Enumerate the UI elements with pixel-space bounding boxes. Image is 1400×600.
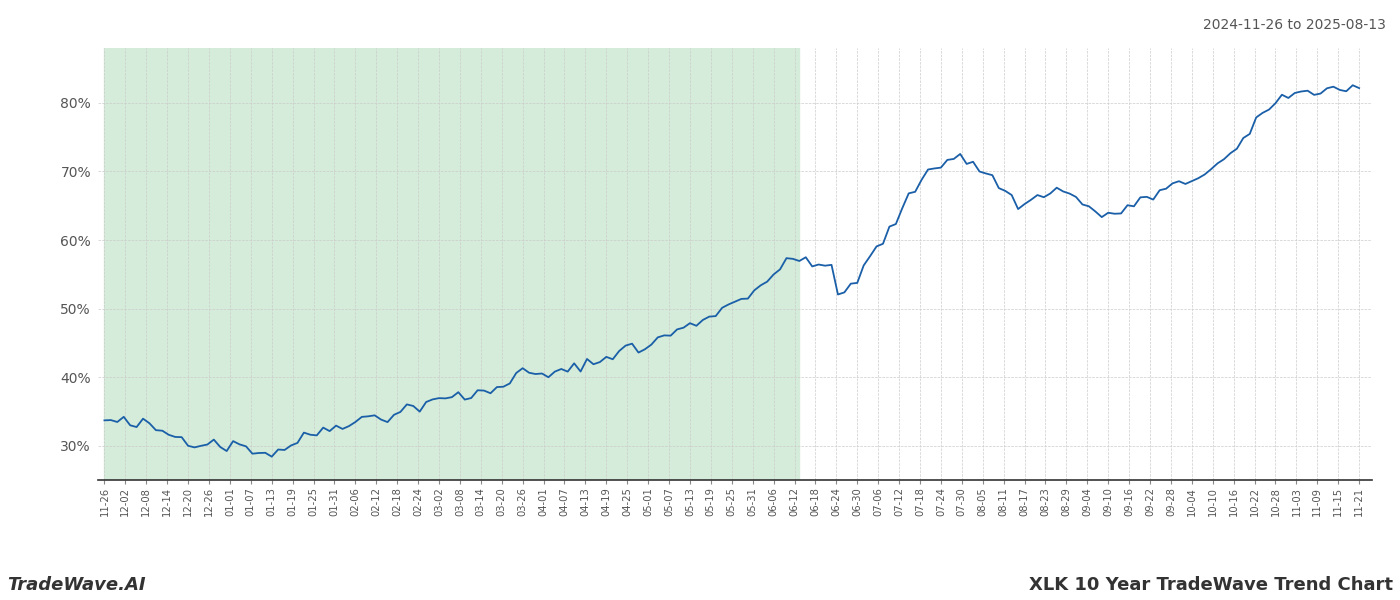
Text: TradeWave.AI: TradeWave.AI — [7, 576, 146, 594]
Text: XLK 10 Year TradeWave Trend Chart: XLK 10 Year TradeWave Trend Chart — [1029, 576, 1393, 594]
Bar — [105, 48, 798, 480]
Text: 2024-11-26 to 2025-08-13: 2024-11-26 to 2025-08-13 — [1203, 18, 1386, 32]
